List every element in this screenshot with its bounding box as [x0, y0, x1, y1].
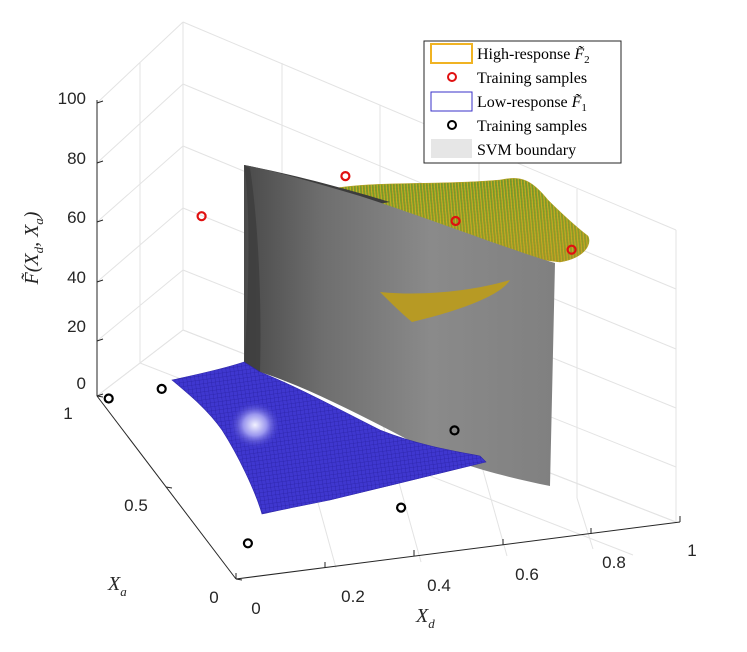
x-tick-label: 0.2	[341, 587, 365, 606]
z-tick-label: 40	[67, 268, 86, 287]
z-tick-label: 0	[77, 374, 86, 393]
x-tick-label: 1	[687, 541, 696, 560]
y-tick-label: 0.5	[124, 496, 148, 515]
legend-swatch-high	[430, 43, 473, 64]
low-training-sample-marker	[396, 502, 407, 513]
low-training-sample-marker	[449, 425, 460, 436]
z-axis-label: F̃(Xd, Xa)	[20, 211, 46, 285]
x-tick-label: 0.6	[515, 565, 539, 584]
y-tick-label: 0	[209, 588, 218, 607]
x-tick-label: 0.8	[602, 553, 626, 572]
high-surface-through-gap	[380, 280, 510, 322]
y-tick-labels: 0 0.5 1	[63, 404, 218, 607]
x-tick-label: 0.4	[427, 576, 451, 595]
low-training-sample-marker	[156, 383, 167, 394]
axis-ticks	[96, 100, 681, 581]
legend-label-svm: SVM boundary	[477, 142, 576, 159]
x-axis-label: Xd	[415, 605, 435, 631]
svm-left-edge	[244, 165, 261, 372]
legend-label-train-high: Training samples	[477, 70, 587, 87]
high-training-sample-marker	[340, 171, 351, 182]
z-tick-label: 20	[67, 317, 86, 336]
high-training-sample-marker	[566, 244, 577, 255]
high-training-sample-marker	[450, 215, 461, 227]
legend-swatch-low	[430, 91, 473, 112]
y-tick-label: 1	[63, 404, 72, 423]
svm-main-sheet	[244, 165, 555, 486]
legend-label-high: High-response F̃2	[477, 45, 590, 66]
low-surface-bump	[229, 401, 281, 449]
legend-swatch-svm	[431, 139, 472, 158]
low-training-sample-marker	[103, 393, 114, 404]
y-axis-label: Xa	[107, 573, 127, 599]
low-training-sample-marker	[242, 538, 253, 549]
low-response-surface	[171, 361, 487, 515]
legend-label-train-low: Training samples	[477, 118, 587, 135]
z-tick-label: 80	[67, 149, 86, 168]
high-surface-shade	[318, 178, 590, 262]
training-samples	[103, 171, 577, 549]
low-surface-main	[171, 361, 487, 515]
z-tick-label: 60	[67, 208, 86, 227]
x-tick-labels: 0 0.2 0.4 0.6 0.8 1	[251, 541, 696, 618]
legend-label-low: Low-response F̃1	[477, 93, 587, 114]
high-response-surface	[317, 178, 590, 263]
z-tick-label: 100	[58, 89, 86, 108]
legend: High-response F̃2 Training samples Low-r…	[423, 40, 622, 164]
legend-marker-black-circle	[447, 120, 457, 130]
x-tick-label: 0	[251, 599, 260, 618]
legend-marker-red-circle	[447, 72, 457, 82]
high-training-sample-marker	[196, 211, 207, 222]
svm-boundary-surface	[244, 165, 555, 486]
z-tick-labels: 100 80 60 40 20 0	[58, 89, 86, 393]
